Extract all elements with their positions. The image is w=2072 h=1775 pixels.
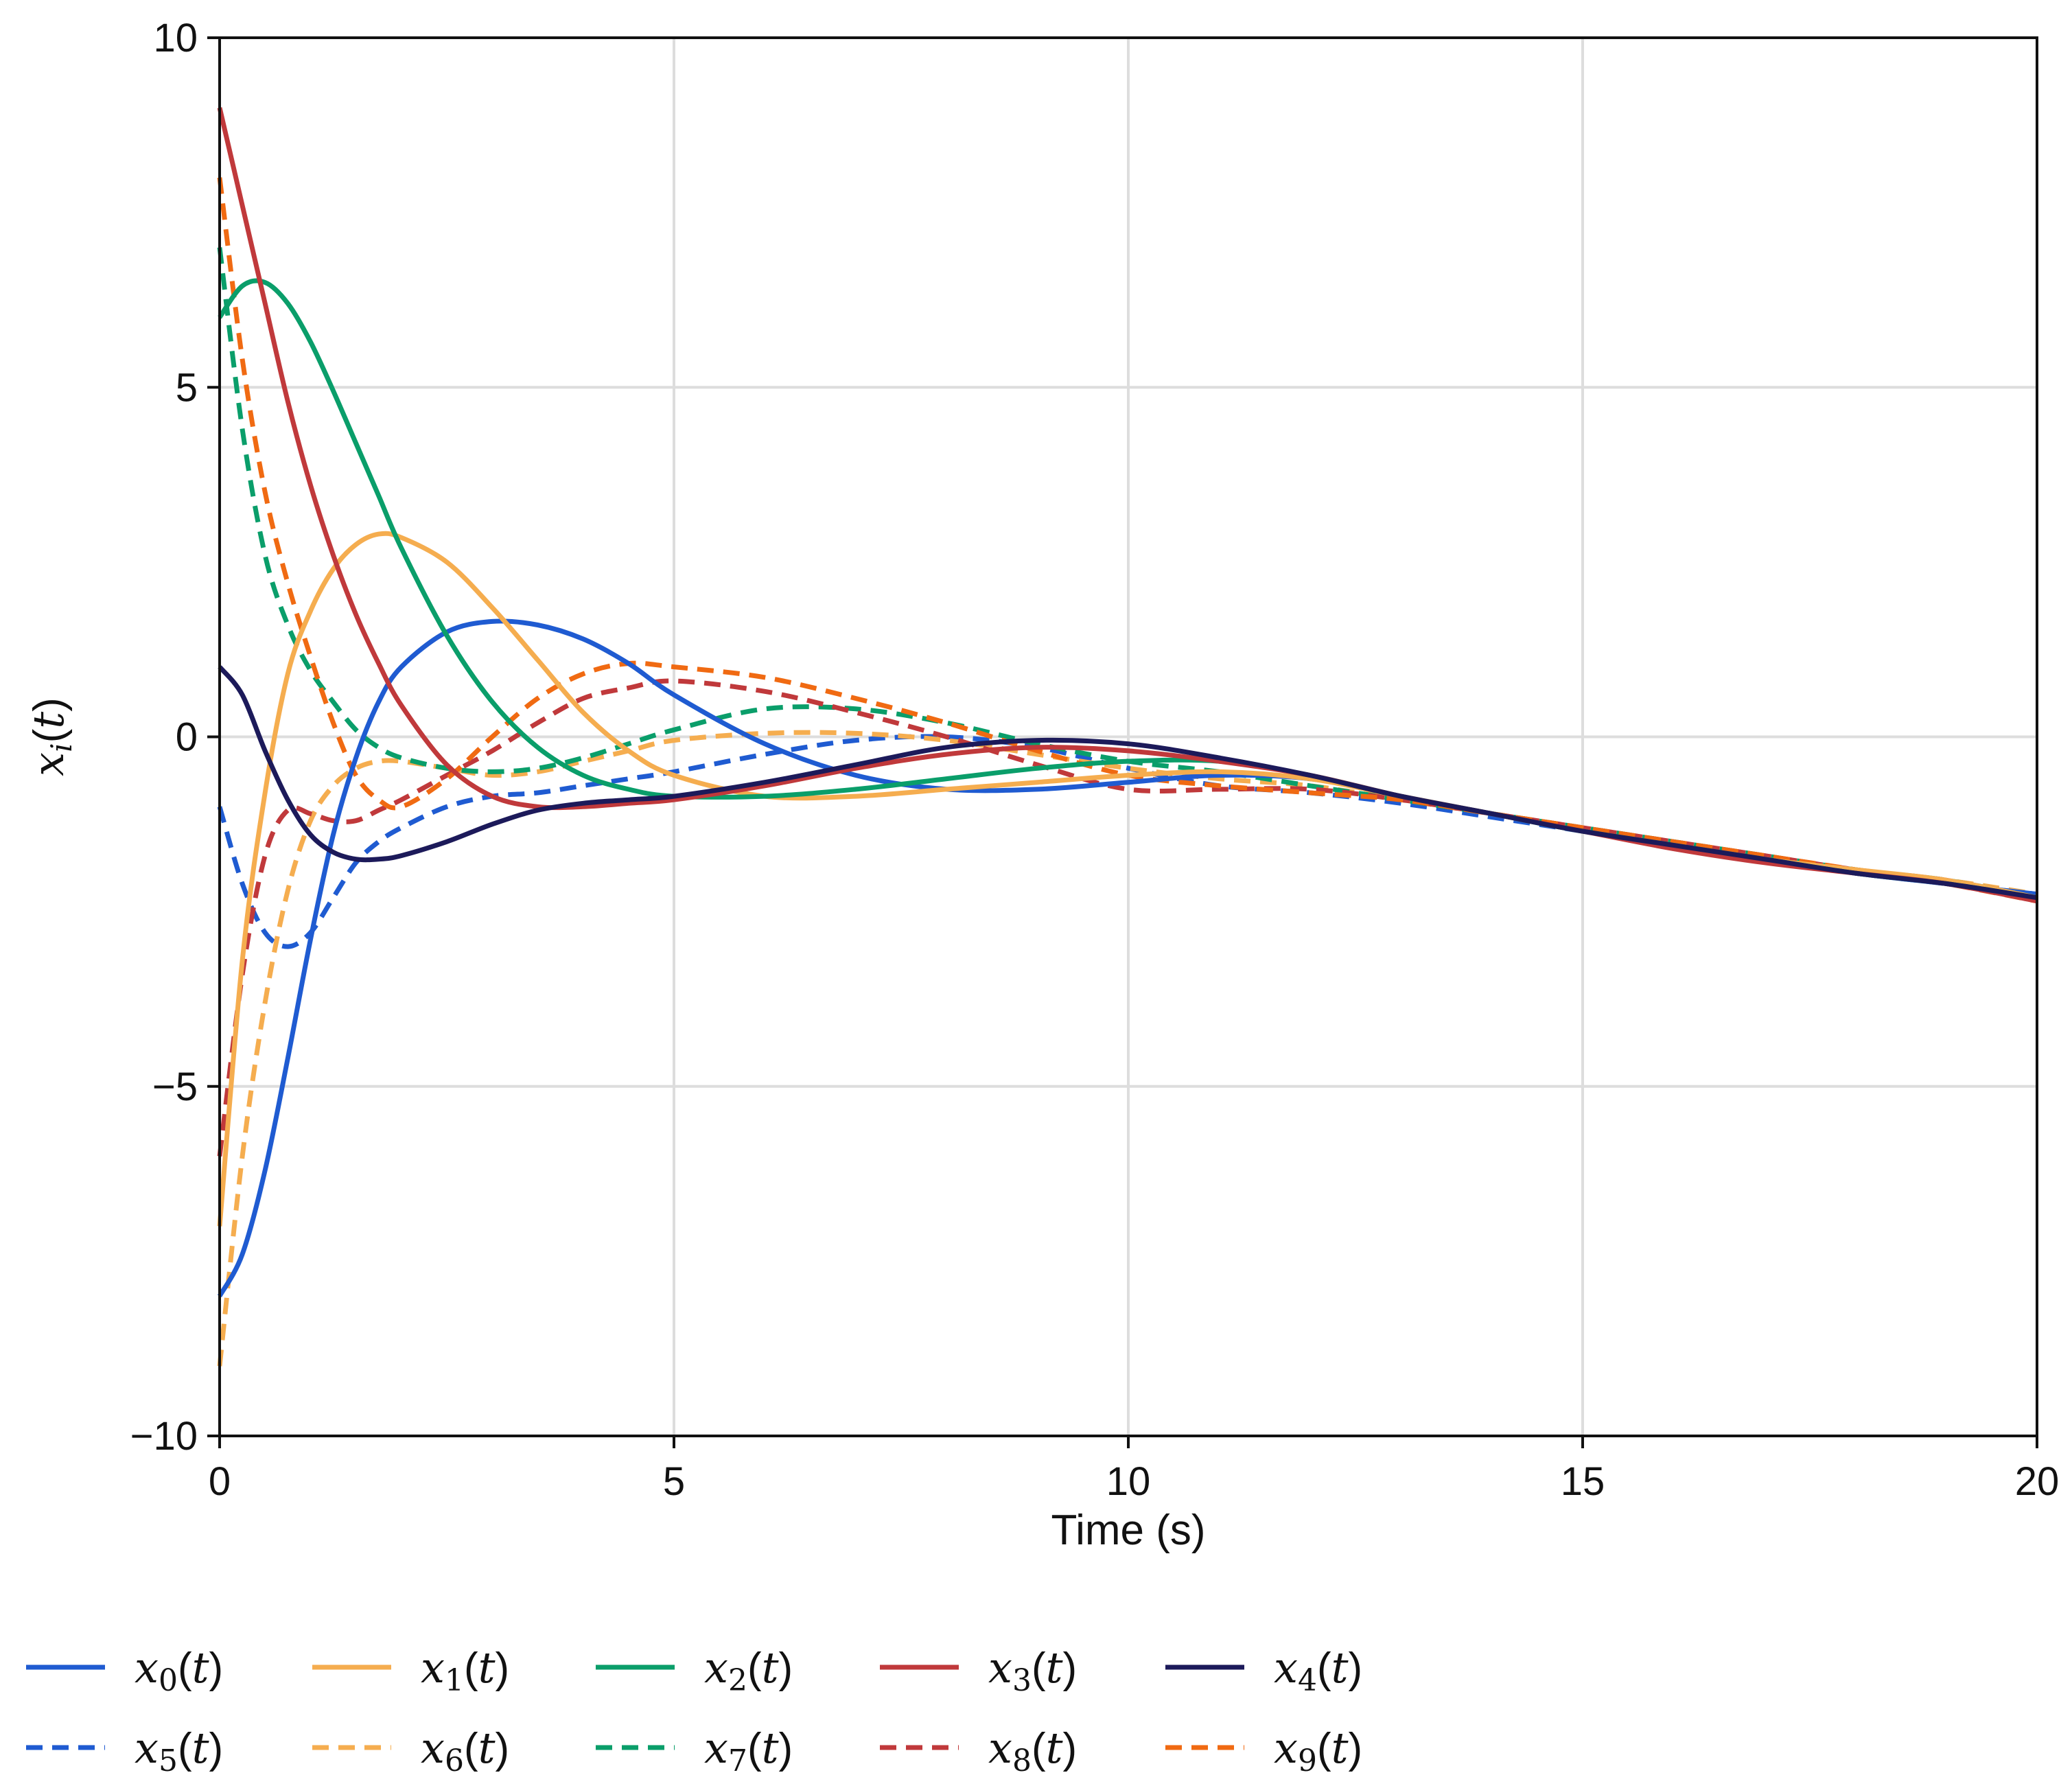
series-lines bbox=[217, 107, 2038, 1367]
legend-label-x2: x2(t) bbox=[704, 1643, 793, 1698]
y-axis-label: xi(t) bbox=[23, 697, 78, 776]
legend-label-x7: x7(t) bbox=[704, 1723, 793, 1775]
legend: x0(t) x1(t) x2(t) x3(t) x4(t) x5(t) x6(t) x7(t)… bbox=[26, 1643, 1362, 1775]
legend-label-x0: x0(t) bbox=[135, 1643, 223, 1698]
x-tick-label: 5 bbox=[663, 1459, 685, 1504]
series-line-x8 bbox=[217, 678, 2038, 1157]
x-tick-label: 0 bbox=[209, 1459, 231, 1504]
legend-label-x9: x9(t) bbox=[1274, 1723, 1362, 1775]
axis-ticks: 0 5 10 15 20 −10 −5 0 5 10 bbox=[130, 16, 2060, 1504]
legend-label-x3: x3(t) bbox=[988, 1643, 1077, 1698]
series-line-x9 bbox=[217, 177, 2038, 904]
x-tick-label: 15 bbox=[1561, 1459, 1605, 1504]
y-tick-label: 5 bbox=[176, 365, 198, 410]
legend-label-x8: x8(t) bbox=[988, 1723, 1077, 1775]
legend-label-x6: x6(t) bbox=[421, 1723, 509, 1775]
y-tick-label: −5 bbox=[152, 1065, 198, 1109]
x-axis-label: Time (s) bbox=[1051, 1507, 1206, 1554]
legend-label-x4: x4(t) bbox=[1274, 1643, 1362, 1698]
x-tick-label: 20 bbox=[2015, 1459, 2060, 1504]
x-tick-label: 10 bbox=[1106, 1459, 1151, 1504]
y-tick-label: 0 bbox=[176, 715, 198, 760]
y-tick-label: −10 bbox=[130, 1414, 198, 1459]
series-line-x4 bbox=[218, 665, 2038, 901]
y-tick-label: 10 bbox=[153, 16, 198, 60]
legend-label-x1: x1(t) bbox=[421, 1643, 509, 1698]
legend-label-x5: x5(t) bbox=[135, 1723, 223, 1775]
